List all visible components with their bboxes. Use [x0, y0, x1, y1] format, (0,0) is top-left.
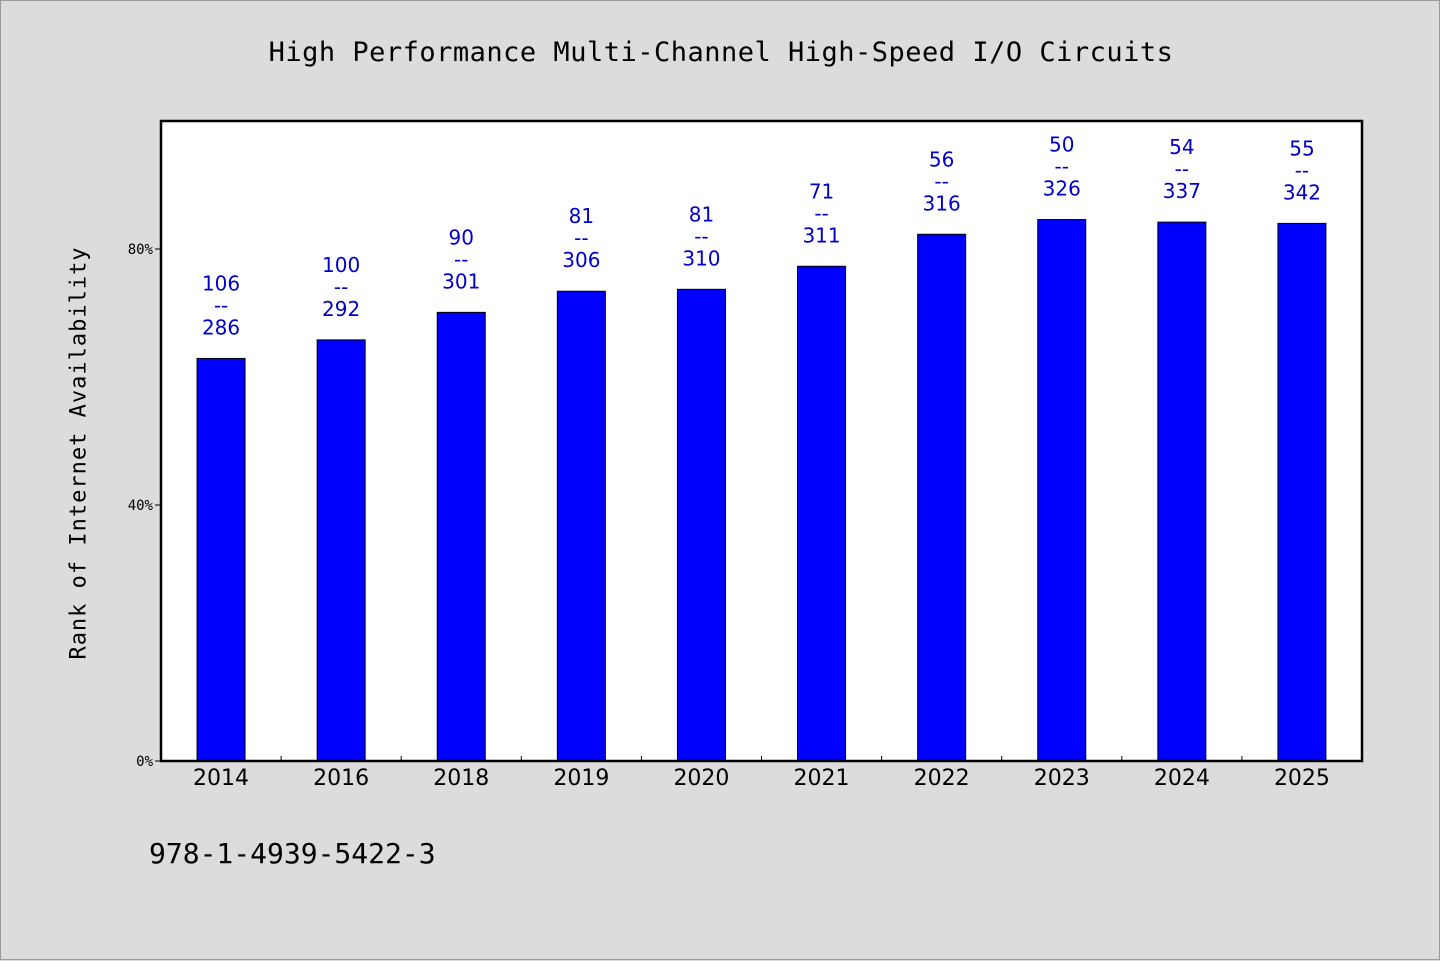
data-label: 56	[929, 147, 954, 171]
data-label: --	[1175, 157, 1189, 181]
data-label: 292	[322, 297, 360, 321]
data-label: --	[214, 293, 228, 317]
data-label: 55	[1289, 136, 1314, 160]
data-label: 342	[1283, 180, 1321, 204]
x-tick-label: 2016	[313, 766, 369, 791]
data-label: --	[814, 201, 828, 225]
x-tick-label: 2022	[914, 766, 970, 791]
data-label: 301	[442, 269, 480, 293]
data-label: 106	[202, 271, 240, 295]
y-tick-label: 80%	[128, 242, 154, 258]
y-tick-label: 0%	[136, 754, 153, 770]
chart-title: High Performance Multi-Channel High-Spee…	[268, 37, 1174, 68]
data-label: --	[454, 247, 468, 271]
data-label: 326	[1043, 177, 1081, 201]
x-tick-label: 2023	[1034, 766, 1090, 791]
data-label: 337	[1163, 179, 1201, 203]
bar-2021	[797, 265, 847, 762]
data-label: --	[1055, 155, 1069, 179]
data-label: 71	[809, 179, 834, 203]
y-tick-label: 40%	[128, 498, 154, 514]
data-label: --	[1295, 158, 1309, 182]
data-label: 81	[569, 204, 594, 228]
data-label: 50	[1049, 133, 1074, 157]
x-tick-label: 2024	[1154, 766, 1210, 791]
data-label: --	[574, 226, 588, 250]
bar-2023	[1037, 219, 1087, 762]
data-label: --	[334, 275, 348, 299]
data-label: 310	[682, 246, 720, 270]
x-tick-label: 2014	[193, 766, 249, 791]
bar-2024	[1157, 221, 1207, 762]
bar-2022	[917, 233, 967, 762]
data-label: 316	[923, 191, 961, 215]
bar-2020	[676, 288, 726, 762]
data-label: 81	[689, 202, 714, 226]
bar-2018	[436, 311, 486, 762]
data-label: 100	[322, 253, 360, 277]
bar-2014	[196, 357, 246, 762]
bar-2019	[556, 290, 606, 762]
x-tick-label: 2019	[553, 766, 609, 791]
data-label: --	[934, 169, 948, 193]
data-label: 306	[562, 248, 600, 272]
data-label: 286	[202, 315, 240, 339]
y-axis-label: Rank of Internet Availability	[66, 246, 92, 660]
x-tick-label: 2021	[794, 766, 850, 791]
data-label: 311	[802, 223, 840, 247]
bar-2016	[316, 339, 366, 762]
footer-code: 978-1-4939-5422-3	[149, 837, 436, 870]
x-tick-label: 2025	[1274, 766, 1330, 791]
data-label: 54	[1169, 135, 1194, 159]
data-label: 90	[449, 225, 474, 249]
x-tick-label: 2018	[433, 766, 489, 791]
data-label: --	[694, 224, 708, 248]
x-tick-label: 2020	[673, 766, 729, 791]
bar-2025	[1277, 222, 1327, 762]
